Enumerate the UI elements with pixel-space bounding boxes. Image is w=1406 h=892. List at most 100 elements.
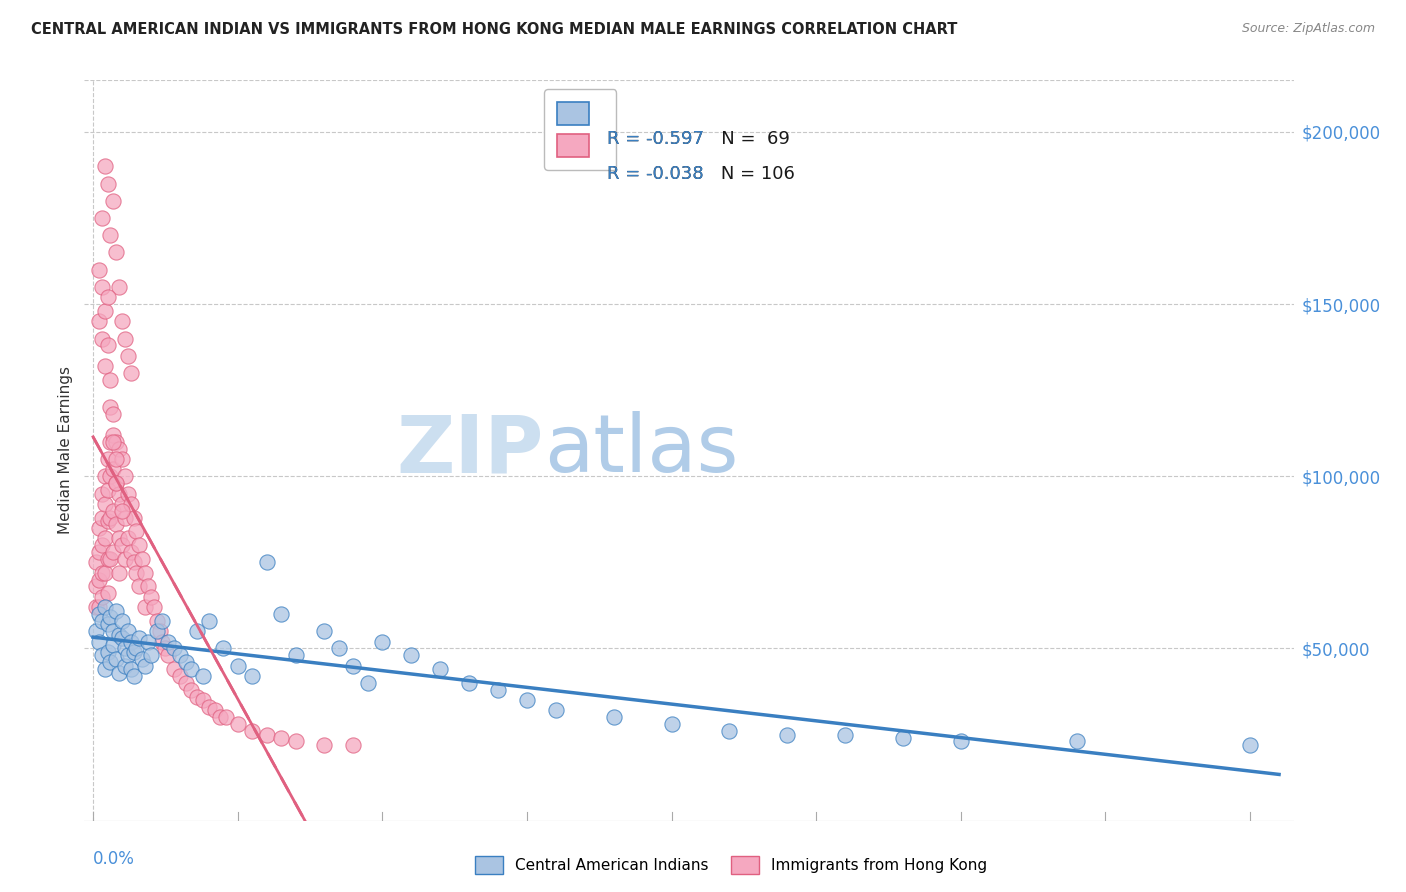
Point xyxy=(100,228,122,243)
Point xyxy=(105,476,128,491)
Point xyxy=(90,648,112,663)
Point xyxy=(776,727,799,741)
Point xyxy=(145,624,167,639)
Point xyxy=(114,552,136,566)
Point xyxy=(120,497,142,511)
Point xyxy=(180,682,202,697)
Point xyxy=(100,469,122,483)
Point xyxy=(100,610,122,624)
Point xyxy=(163,641,186,656)
Point xyxy=(342,658,364,673)
Point xyxy=(103,194,125,208)
Point xyxy=(328,641,350,656)
Point xyxy=(114,658,136,673)
Text: ZIP: ZIP xyxy=(396,411,544,490)
Point xyxy=(108,566,131,580)
Point xyxy=(103,504,125,518)
Point xyxy=(718,724,741,739)
Point xyxy=(136,579,159,593)
Point xyxy=(87,314,110,328)
Point xyxy=(87,545,110,559)
Point xyxy=(139,648,162,663)
Point xyxy=(93,160,115,174)
Point xyxy=(105,517,128,532)
Point xyxy=(103,407,125,421)
Point xyxy=(117,624,139,639)
Point xyxy=(661,717,683,731)
Point xyxy=(105,452,128,467)
Point xyxy=(90,538,112,552)
Point xyxy=(87,607,110,621)
Point xyxy=(84,579,107,593)
Legend: Central American Indians, Immigrants from Hong Kong: Central American Indians, Immigrants fro… xyxy=(470,850,993,880)
Point xyxy=(314,738,336,752)
Point xyxy=(87,521,110,535)
Point xyxy=(114,332,136,346)
Point xyxy=(180,662,202,676)
Point xyxy=(191,693,214,707)
Point xyxy=(134,658,156,673)
Point xyxy=(186,690,208,704)
Point xyxy=(270,731,292,745)
Point xyxy=(284,648,307,663)
Point xyxy=(270,607,292,621)
Point xyxy=(96,338,118,352)
Point xyxy=(111,631,134,645)
Point xyxy=(891,731,914,745)
Text: R = -0.038: R = -0.038 xyxy=(606,165,703,183)
Point xyxy=(155,641,177,656)
Point xyxy=(197,614,219,628)
Point xyxy=(93,469,115,483)
Point xyxy=(204,703,226,717)
Point xyxy=(100,434,122,449)
Point xyxy=(93,304,115,318)
Point xyxy=(111,497,134,511)
Point xyxy=(120,634,142,648)
Point xyxy=(174,676,197,690)
Point xyxy=(157,648,180,663)
Point xyxy=(152,634,174,648)
Point xyxy=(90,566,112,580)
Point xyxy=(174,655,197,669)
Point xyxy=(117,349,139,363)
Point xyxy=(96,586,118,600)
Point xyxy=(87,573,110,587)
Point xyxy=(87,600,110,615)
Point xyxy=(122,555,145,569)
Point xyxy=(516,693,538,707)
Point xyxy=(128,631,150,645)
Point xyxy=(93,566,115,580)
Point xyxy=(100,552,122,566)
Point xyxy=(122,510,145,524)
Point xyxy=(314,624,336,639)
Point xyxy=(108,531,131,545)
Point xyxy=(128,579,150,593)
Point xyxy=(93,600,115,615)
Point xyxy=(96,290,118,304)
Point xyxy=(486,682,509,697)
Point xyxy=(87,634,110,648)
Point xyxy=(93,359,115,373)
Point xyxy=(157,634,180,648)
Point xyxy=(139,590,162,604)
Point xyxy=(284,734,307,748)
Point xyxy=(103,428,125,442)
Point xyxy=(90,211,112,225)
Point xyxy=(105,476,128,491)
Point xyxy=(108,486,131,500)
Point xyxy=(105,652,128,666)
Point xyxy=(834,727,856,741)
Point xyxy=(117,648,139,663)
Point xyxy=(1239,738,1261,752)
Point xyxy=(90,590,112,604)
Point xyxy=(169,669,191,683)
Point xyxy=(458,676,481,690)
Point xyxy=(128,538,150,552)
Point xyxy=(93,497,115,511)
Point xyxy=(108,442,131,456)
Point xyxy=(90,614,112,628)
Point xyxy=(357,676,380,690)
Point xyxy=(90,280,112,294)
Point xyxy=(122,669,145,683)
Point xyxy=(114,510,136,524)
